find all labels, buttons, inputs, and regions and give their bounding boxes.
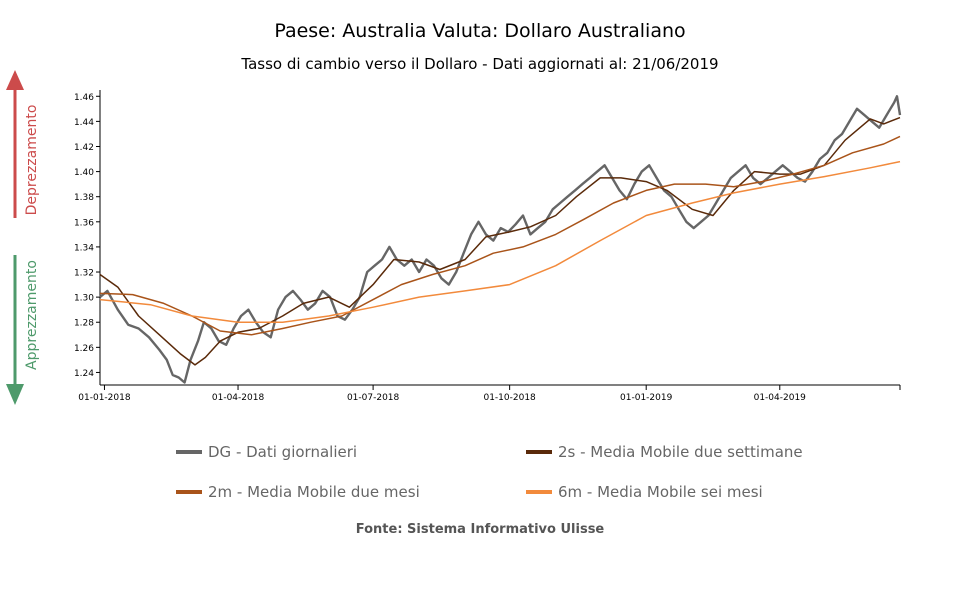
x-tick-label: 01-07-2018: [347, 393, 400, 403]
legend-label-6m: 6m - Media Mobile sei mesi: [558, 483, 763, 501]
chart-canvas: 1.24 1.26 1.28 1.30 1.32 1.34 1.36 1.38 1.40 1.42…: [6, 70, 902, 405]
appreciation-label: Apprezzamento: [24, 260, 40, 370]
legend-swatch-2m: [176, 490, 202, 494]
series-line-2m: [99, 135, 901, 336]
legend-item-2s: 2s - Media Mobile due settimane: [526, 443, 803, 461]
x-tick-label: 01-01-2018: [78, 393, 131, 403]
legend-item-dg: DG - Dati giornalieri: [176, 443, 357, 461]
series-line-6m: [99, 160, 901, 323]
legend-item-2m: 2m - Media Mobile due mesi: [176, 483, 420, 501]
series-line-dg: [99, 95, 902, 384]
legend-swatch-2s: [526, 450, 552, 454]
y-tick-label: 1.38: [74, 193, 94, 203]
legend-label-2m: 2m - Media Mobile due mesi: [208, 483, 420, 501]
y-tick-label: 1.26: [74, 344, 94, 354]
legend-swatch-6m: [526, 490, 552, 494]
y-tick-label: 1.44: [74, 118, 94, 128]
y-tick-label: 1.32: [74, 269, 94, 279]
legend-label-2s: 2s - Media Mobile due settimane: [558, 443, 803, 461]
appreciation-arrow-head: [6, 384, 24, 405]
y-tick-label: 1.34: [74, 243, 94, 253]
chart-title: Paese: Australia Valuta: Dollaro Austral…: [274, 20, 686, 42]
y-tick-label: 1.40: [74, 168, 94, 178]
y-tick-label: 1.24: [74, 369, 94, 379]
depreciation-arrow-head: [6, 70, 24, 90]
x-tick-label: 01-10-2018: [483, 393, 536, 403]
depreciation-label: Deprezzamento: [24, 105, 40, 216]
legend-swatch-dg: [176, 450, 202, 454]
x-tick-label: 01-01-2019: [620, 393, 673, 403]
y-tick-label: 1.42: [74, 143, 94, 153]
y-tick-label: 1.36: [74, 218, 94, 228]
x-tick-label: 01-04-2018: [212, 393, 265, 403]
y-tick-label: 1.28: [74, 319, 94, 329]
chart-subtitle: Tasso di cambio verso il Dollaro - Dati …: [241, 55, 719, 73]
legend-label-dg: DG - Dati giornalieri: [208, 443, 358, 461]
x-tick-label: 01-04-2019: [754, 393, 807, 403]
source-note: Fonte: Sistema Informativo Ulisse: [355, 522, 605, 537]
y-tick-label: 1.30: [74, 294, 94, 304]
legend-item-6m: 6m - Media Mobile sei mesi: [526, 483, 763, 501]
y-tick-label: 1.46: [74, 93, 94, 103]
series-line-2s: [99, 116, 901, 366]
